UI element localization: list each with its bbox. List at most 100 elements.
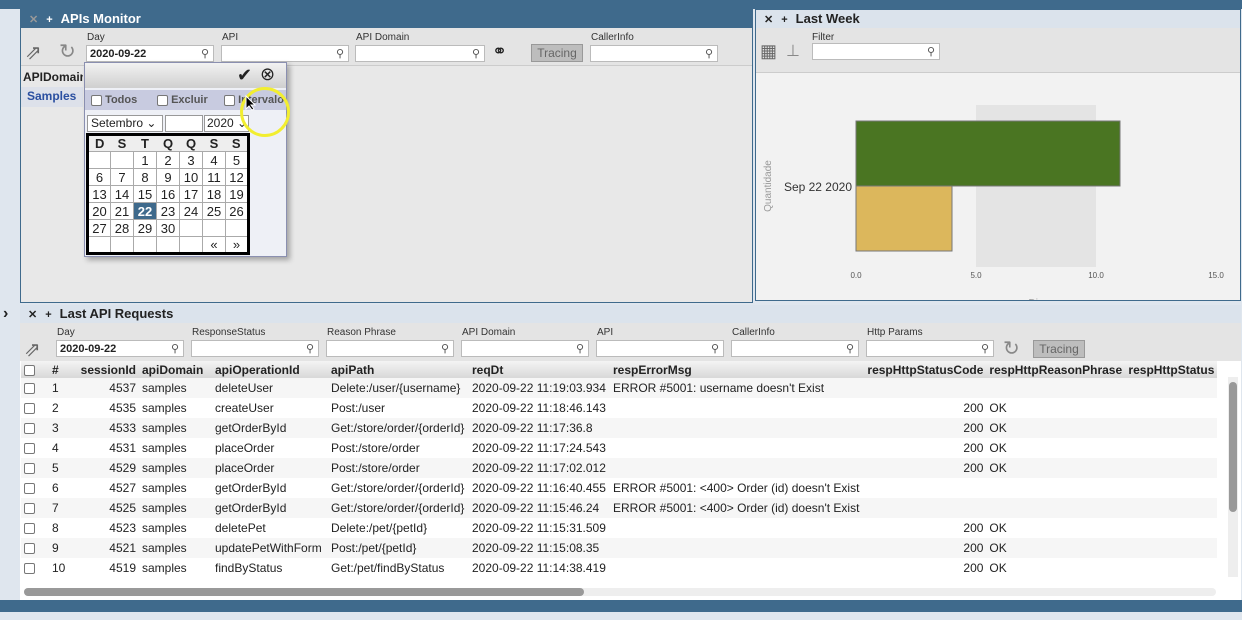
- calendar-day[interactable]: 5: [225, 151, 249, 169]
- calendar-day[interactable]: 18: [202, 185, 226, 203]
- vertical-scrollbar[interactable]: [1228, 377, 1238, 577]
- calendar-day[interactable]: 4: [202, 151, 226, 169]
- column-header[interactable]: apiDomain: [139, 361, 212, 378]
- column-header[interactable]: respErrorMsg: [610, 361, 863, 378]
- filter-input[interactable]: 2020-09-22 ⚲: [56, 340, 184, 357]
- row-checkbox[interactable]: [21, 398, 49, 418]
- search-icon[interactable]: ⚲: [704, 48, 713, 60]
- select-all-checkbox[interactable]: [21, 361, 49, 378]
- column-header[interactable]: respHttpStatus: [1125, 361, 1218, 378]
- close-icon[interactable]: ✕: [28, 309, 38, 321]
- plus-icon[interactable]: +: [45, 309, 52, 321]
- table-row[interactable]: 5 4529 samples placeOrder Post:/store/order 2…: [21, 458, 1218, 478]
- filter-input[interactable]: ⚲: [596, 340, 724, 357]
- calendar-day[interactable]: 6: [87, 168, 111, 186]
- calendar-day[interactable]: 13: [87, 185, 111, 203]
- calendar-day[interactable]: 20: [87, 202, 111, 220]
- calendar-day[interactable]: 25: [202, 202, 226, 220]
- search-icon[interactable]: ⚲: [710, 343, 719, 355]
- calendar-day[interactable]: 17: [179, 185, 203, 203]
- search-icon[interactable]: ⚲: [335, 48, 344, 60]
- apidomain-item-samples[interactable]: Samples: [21, 87, 83, 107]
- calendar-day[interactable]: 11: [202, 168, 226, 186]
- table-row[interactable]: 9 4521 samples updatePetWithForm Post:/pet/{…: [21, 538, 1218, 558]
- export-icon[interactable]: ⇗: [24, 339, 41, 361]
- calendar-day[interactable]: 1: [133, 151, 157, 169]
- calendar-day[interactable]: 27: [87, 219, 111, 237]
- search-icon[interactable]: ⚲: [980, 343, 989, 355]
- filter-input[interactable]: ⚲: [191, 340, 319, 357]
- close-circle-icon[interactable]: ⊗: [260, 64, 276, 84]
- bar[interactable]: [855, 185, 953, 252]
- calendar-day[interactable]: 21: [110, 202, 134, 220]
- column-header[interactable]: sessionId: [75, 361, 139, 378]
- excluir-checkbox[interactable]: Excluir: [157, 94, 208, 106]
- filter-input[interactable]: ⚲: [731, 340, 859, 357]
- month-select[interactable]: Setembro ⌄: [87, 115, 163, 132]
- todos-checkbox[interactable]: Todos: [91, 94, 137, 106]
- plus-icon[interactable]: +: [46, 14, 53, 26]
- callerinfo-input[interactable]: ⚲: [590, 45, 718, 62]
- row-checkbox[interactable]: [21, 558, 49, 578]
- confirm-check-icon[interactable]: ✔: [237, 65, 253, 85]
- column-header[interactable]: #: [49, 361, 75, 378]
- row-checkbox[interactable]: [21, 378, 49, 398]
- row-checkbox[interactable]: [21, 538, 49, 558]
- prev-button[interactable]: «: [202, 236, 226, 254]
- row-checkbox[interactable]: [21, 498, 49, 518]
- day-input[interactable]: 2020-09-22 ⚲: [86, 45, 214, 62]
- calendar-day[interactable]: 28: [110, 219, 134, 237]
- plus-icon[interactable]: +: [781, 14, 788, 26]
- next-button[interactable]: »: [225, 236, 249, 254]
- search-icon[interactable]: ⚲: [170, 343, 179, 355]
- search-icon[interactable]: ⚲: [845, 343, 854, 355]
- search-icon[interactable]: ⚲: [305, 343, 314, 355]
- table-row[interactable]: 7 4525 samples getOrderById Get:/store/order…: [21, 498, 1218, 518]
- bar[interactable]: [855, 120, 1121, 187]
- table-row[interactable]: 3 4533 samples getOrderById Get:/store/order…: [21, 418, 1218, 438]
- row-checkbox[interactable]: [21, 438, 49, 458]
- tracing-button[interactable]: Tracing: [1033, 340, 1085, 358]
- blank-field[interactable]: [165, 115, 203, 132]
- column-header[interactable]: apiPath: [328, 361, 469, 378]
- calendar-day[interactable]: 9: [156, 168, 180, 186]
- filter-input[interactable]: ⚲: [326, 340, 454, 357]
- column-header[interactable]: respHttpReasonPhrase: [986, 361, 1126, 378]
- calendar-day[interactable]: 3: [179, 151, 203, 169]
- calendar-day[interactable]: 12: [225, 168, 249, 186]
- table-row[interactable]: 2 4535 samples createUser Post:/user 2020-09-…: [21, 398, 1218, 418]
- filter-input[interactable]: ⚲: [812, 43, 940, 60]
- hierarchy-icon[interactable]: ⊥: [786, 43, 800, 60]
- calendar-day[interactable]: 15: [133, 185, 157, 203]
- close-icon[interactable]: ✕: [29, 14, 39, 26]
- calendar-day[interactable]: 19: [225, 185, 249, 203]
- calendar-day[interactable]: 30: [156, 219, 180, 237]
- row-checkbox[interactable]: [21, 418, 49, 438]
- calendar-day[interactable]: 8: [133, 168, 157, 186]
- refresh-icon[interactable]: ↻: [59, 41, 76, 63]
- search-icon[interactable]: ⚲: [575, 343, 584, 355]
- column-header[interactable]: respHttpStatusCode: [862, 361, 987, 378]
- table-row[interactable]: 8 4523 samples deletePet Delete:/pet/{petId}…: [21, 518, 1218, 538]
- close-icon[interactable]: ✕: [764, 14, 774, 26]
- export-icon[interactable]: ⇗: [25, 42, 42, 64]
- calendar-day[interactable]: 29: [133, 219, 157, 237]
- calculator-icon[interactable]: ▦: [760, 41, 778, 61]
- calendar-day[interactable]: 22: [133, 202, 157, 220]
- row-checkbox[interactable]: [21, 478, 49, 498]
- expand-chevron-icon[interactable]: ›: [3, 305, 9, 322]
- api-input[interactable]: ⚲: [221, 45, 349, 62]
- table-row[interactable]: 4 4531 samples placeOrder Post:/store/order 2…: [21, 438, 1218, 458]
- api-domain-input[interactable]: ⚲: [355, 45, 485, 62]
- table-row[interactable]: 1 4537 samples deleteUser Delete:/user/{user…: [21, 378, 1218, 398]
- horizontal-scrollbar[interactable]: [24, 588, 1216, 596]
- calendar-day[interactable]: 23: [156, 202, 180, 220]
- column-header[interactable]: apiOperationId: [212, 361, 328, 378]
- search-icon[interactable]: ⚲: [471, 48, 480, 60]
- calendar-day[interactable]: 2: [156, 151, 180, 169]
- filter-input[interactable]: ⚲: [461, 340, 589, 357]
- calendar-day[interactable]: 16: [156, 185, 180, 203]
- table-row[interactable]: 6 4527 samples getOrderById Get:/store/order…: [21, 478, 1218, 498]
- search-icon[interactable]: ⚲: [926, 46, 935, 58]
- calendar-day[interactable]: 14: [110, 185, 134, 203]
